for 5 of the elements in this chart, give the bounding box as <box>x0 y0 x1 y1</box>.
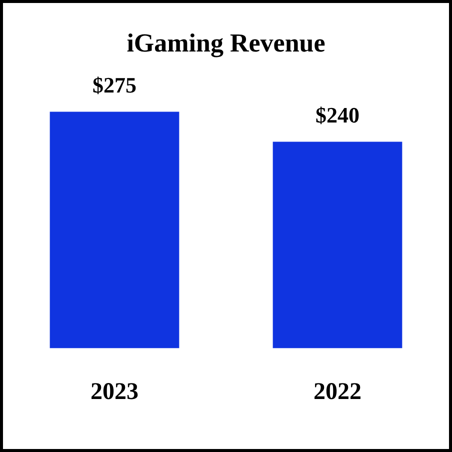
data-label: $240 <box>316 102 360 128</box>
x-tick-label: 2023 <box>90 378 138 405</box>
chart-title: iGaming Revenue <box>126 28 326 58</box>
x-tick-label: 2022 <box>314 378 362 405</box>
data-label: $275 <box>92 72 136 98</box>
